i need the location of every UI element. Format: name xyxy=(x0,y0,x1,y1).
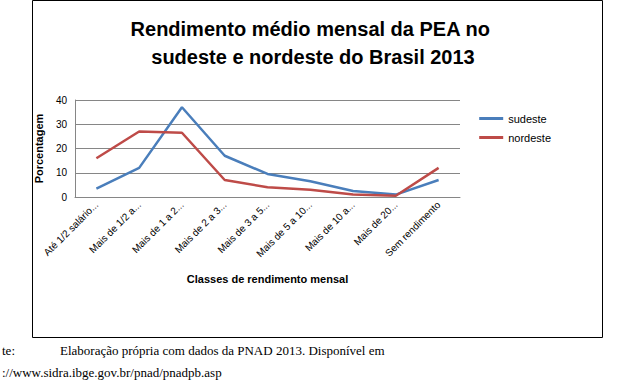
svg-text:://www.sidra.ibge.gov.br/pnad/: ://www.sidra.ibge.gov.br/pnad/pnadpb.asp xyxy=(2,365,222,380)
svg-text:20: 20 xyxy=(56,143,68,154)
svg-text:Mais de 5 a 10...: Mais de 5 a 10... xyxy=(254,199,314,259)
svg-text:30: 30 xyxy=(56,119,68,130)
svg-text:Mais de 10 a...: Mais de 10 a... xyxy=(303,199,357,253)
svg-text:40: 40 xyxy=(56,95,68,106)
svg-text:sudeste e nordeste do Brasil 2: sudeste e nordeste do Brasil 2013 xyxy=(151,46,474,68)
svg-text:Rendimento médio mensal da PEA: Rendimento médio mensal da PEA no xyxy=(131,18,496,40)
svg-text:Sem rendimento: Sem rendimento xyxy=(383,199,443,259)
svg-text:10: 10 xyxy=(56,167,68,178)
svg-text:Classes de rendimento mensal: Classes de rendimento mensal xyxy=(187,273,348,285)
svg-text:nordeste: nordeste xyxy=(508,132,551,144)
svg-text:Porcentagem: Porcentagem xyxy=(33,113,45,183)
svg-text:sudeste: sudeste xyxy=(508,113,547,125)
svg-text:Elaboração própria com dados d: Elaboração própria com dados da PNAD 201… xyxy=(60,343,385,358)
svg-text:Até 1/2 salário...: Até 1/2 salário... xyxy=(41,199,101,258)
svg-text:0: 0 xyxy=(61,192,67,203)
svg-text:Mais de 3 a 5...: Mais de 3 a 5... xyxy=(215,199,272,256)
svg-text:Mais de 1/2 a...: Mais de 1/2 a... xyxy=(87,199,144,256)
svg-text:Mais de 20...: Mais de 20... xyxy=(351,199,400,248)
svg-text:Mais de 2 a 3...: Mais de 2 a 3... xyxy=(172,199,229,256)
svg-text:Mais de 1 a 2...: Mais de 1 a 2... xyxy=(129,199,186,256)
svg-text:te:: te: xyxy=(2,343,15,358)
